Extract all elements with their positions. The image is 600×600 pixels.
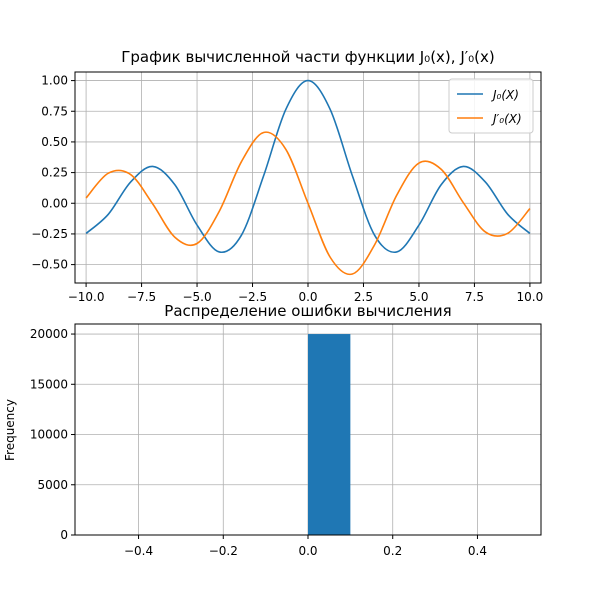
series-line-j0 bbox=[85, 79, 531, 254]
chart1-y-tick-label: 0.25 bbox=[41, 166, 68, 180]
series-line-j0-prime bbox=[85, 131, 531, 276]
chart1-x-tick-label: 5.0 bbox=[409, 290, 428, 304]
bessel-line-chart: График вычисленной части функции J₀(x), … bbox=[31, 48, 543, 304]
histogram-bar bbox=[308, 334, 351, 535]
legend-label: J₀(X) bbox=[491, 88, 519, 102]
chart2-bars bbox=[308, 334, 351, 535]
chart2-x-tick-label: −0.2 bbox=[209, 544, 238, 558]
chart2-y-label: Frequency bbox=[3, 399, 17, 461]
chart2-y-tick-label: 15000 bbox=[30, 377, 68, 391]
chart1-title: График вычисленной части функции J₀(x), … bbox=[121, 48, 495, 66]
chart2-x-tick-label: 0.4 bbox=[468, 544, 487, 558]
chart2-x-tick-label: 0.2 bbox=[383, 544, 402, 558]
chart2-x-tick-label: 0.0 bbox=[298, 544, 317, 558]
error-histogram: Распределение ошибки вычисления −0.4 −0.2… bbox=[3, 302, 542, 558]
chart1-x-tick-label: −7.5 bbox=[127, 290, 156, 304]
chart1-y-tick-label: 0.00 bbox=[41, 196, 68, 210]
legend-label: J′₀(X) bbox=[491, 112, 522, 126]
chart1-y-tick-label: −0.25 bbox=[31, 227, 68, 241]
chart2-x-tick-label: −0.4 bbox=[124, 544, 153, 558]
chart2-x-axis: −0.4 −0.2 0.0 0.2 0.4 bbox=[124, 535, 487, 558]
chart2-y-axis: 0 5000 10000 15000 20000 bbox=[30, 327, 75, 542]
chart1-legend: J₀(X) J′₀(X) bbox=[448, 78, 534, 134]
chart2-y-tick-label: 10000 bbox=[30, 428, 68, 442]
chart1-x-axis: −10.0 −7.5 −5.0 −2.5 0.0 2.5 5.0 7.5 10.0 bbox=[68, 283, 544, 304]
chart1-x-tick-label: −10.0 bbox=[68, 290, 105, 304]
chart1-x-tick-label: −5.0 bbox=[182, 290, 211, 304]
chart2-y-tick-label: 5000 bbox=[37, 478, 68, 492]
chart1-x-tick-label: 2.5 bbox=[354, 290, 373, 304]
chart2-y-tick-label: 0 bbox=[60, 528, 68, 542]
chart1-y-tick-label: −0.50 bbox=[31, 258, 68, 272]
chart1-series bbox=[85, 79, 531, 276]
chart2-y-tick-label: 20000 bbox=[30, 327, 68, 341]
chart1-y-axis: −0.50 −0.25 0.00 0.25 0.50 0.75 1.00 bbox=[31, 74, 75, 272]
chart1-x-tick-label: −2.5 bbox=[238, 290, 267, 304]
chart1-y-tick-label: 0.75 bbox=[41, 104, 68, 118]
chart1-x-tick-label: 10.0 bbox=[517, 290, 544, 304]
chart1-y-tick-label: 1.00 bbox=[41, 74, 68, 88]
chart1-x-tick-label: 0.0 bbox=[298, 290, 317, 304]
chart1-y-tick-label: 0.50 bbox=[41, 135, 68, 149]
chart1-x-tick-label: 7.5 bbox=[465, 290, 484, 304]
chart2-title: Распределение ошибки вычисления bbox=[164, 302, 451, 320]
legend-box bbox=[448, 78, 534, 134]
